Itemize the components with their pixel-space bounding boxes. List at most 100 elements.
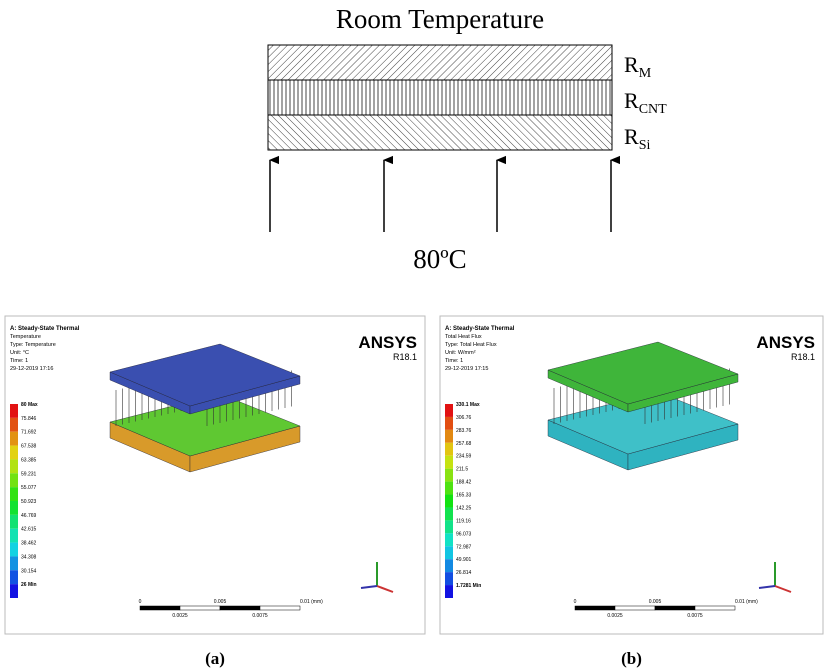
legend-swatch xyxy=(10,556,18,570)
legend-swatch xyxy=(445,520,453,533)
legend-swatch xyxy=(445,533,453,546)
panels: A: Steady-State Thermal Temperature Type: … xyxy=(5,316,823,668)
legend-swatch xyxy=(10,487,18,501)
layer-label: RM xyxy=(624,52,652,81)
scale-segment xyxy=(180,606,220,610)
layer-m xyxy=(268,45,612,80)
layer-label-main: R xyxy=(624,124,639,149)
legend-swatch xyxy=(10,432,18,446)
layer-label-sub: M xyxy=(639,66,652,81)
scale-segment xyxy=(260,606,300,610)
scale-label: 0 xyxy=(139,599,142,605)
legend-swatch xyxy=(445,559,453,572)
legend-label: 26.814 xyxy=(456,570,472,576)
result-panel: A: Steady-State Thermal Temperature Type: … xyxy=(5,316,425,668)
legend-swatch xyxy=(10,543,18,557)
legend-label: 26 Min xyxy=(21,582,37,588)
scale-label: 0.005 xyxy=(214,599,227,605)
legend-label: 234.59 xyxy=(456,454,472,460)
legend-label: 59.231 xyxy=(21,471,37,477)
legend-label: 38.462 xyxy=(21,541,37,547)
analysis-info: Temperature xyxy=(10,334,41,340)
legend-label: 67.538 xyxy=(21,444,37,450)
legend-swatch xyxy=(10,501,18,515)
legend-label: 50.923 xyxy=(21,499,37,505)
analysis-info: Type: Temperature xyxy=(10,342,56,348)
result-panel: A: Steady-State Thermal Total Heat Flux Ty… xyxy=(440,316,823,668)
scale-label: 0.005 xyxy=(649,599,662,605)
legend-label: 211.5 xyxy=(456,467,468,473)
legend-swatch xyxy=(445,443,453,456)
analysis-info: Total Heat Flux xyxy=(445,334,482,340)
legend-swatch xyxy=(445,507,453,520)
scale-segment xyxy=(140,606,180,610)
legend-label: 142.25 xyxy=(456,505,472,511)
scale-label: 0.01 (mm) xyxy=(300,599,323,605)
analysis-info: 29-12-2019 17:15 xyxy=(445,366,488,372)
legend-label: 1.7281 Min xyxy=(456,583,481,589)
analysis-title: A: Steady-State Thermal xyxy=(10,326,80,332)
legend-swatch xyxy=(445,546,453,559)
source-label: 80ºC xyxy=(413,244,466,274)
legend-label: 188.42 xyxy=(456,480,472,486)
layer-label: RSi xyxy=(624,124,650,153)
scale-label: 0.01 (mm) xyxy=(735,599,758,605)
legend-label: 330.1 Max xyxy=(456,402,480,408)
brand: ANSYS xyxy=(358,333,417,352)
version: R18.1 xyxy=(791,352,815,362)
legend-swatch xyxy=(10,404,18,418)
legend-label: 75.846 xyxy=(21,416,37,422)
scale-segment xyxy=(575,606,615,610)
legend-label: 80 Max xyxy=(21,402,38,408)
analysis-title: A: Steady-State Thermal xyxy=(445,326,515,332)
scale-label: 0.0025 xyxy=(172,613,188,619)
scale-label: 0 xyxy=(574,599,577,605)
legend-label: 30.154 xyxy=(21,568,37,574)
analysis-info: Type: Total Heat Flux xyxy=(445,342,497,348)
legend-swatch xyxy=(445,495,453,508)
scale-segment xyxy=(655,606,695,610)
legend-label: 119.16 xyxy=(456,518,471,524)
caption: (b) xyxy=(621,649,642,668)
layer-cnt xyxy=(268,80,612,115)
legend-swatch xyxy=(10,418,18,432)
legend-label: 63.385 xyxy=(21,457,37,463)
legend-label: 165.33 xyxy=(456,493,472,499)
legend-label: 46.769 xyxy=(21,513,37,519)
legend-swatch xyxy=(10,459,18,473)
legend-swatch xyxy=(445,430,453,443)
scale-segment xyxy=(695,606,735,610)
legend-swatch xyxy=(445,404,453,417)
legend-swatch xyxy=(10,570,18,584)
layer-label-main: R xyxy=(624,88,639,113)
analysis-info: 29-12-2019 17:16 xyxy=(10,366,53,372)
page: {"diagram":{"title":"Room Temperature","… xyxy=(0,0,831,672)
legend-label: 55.077 xyxy=(21,485,37,491)
legend-label: 34.308 xyxy=(21,554,37,560)
legend-label: 306.76 xyxy=(456,415,472,421)
legend-swatch xyxy=(445,482,453,495)
legend-swatch xyxy=(10,473,18,487)
legend-swatch xyxy=(445,456,453,469)
legend-swatch xyxy=(10,515,18,529)
arrows xyxy=(270,160,611,232)
scale-segment xyxy=(615,606,655,610)
diagram-title: Room Temperature xyxy=(336,4,544,34)
scale-segment xyxy=(220,606,260,610)
legend-label: 72.987 xyxy=(456,544,472,550)
version: R18.1 xyxy=(393,352,417,362)
scale-label: 0.0075 xyxy=(687,613,703,619)
analysis-info: Time: 1 xyxy=(10,358,28,364)
legend-label: 42.615 xyxy=(21,527,37,533)
scale-label: 0.0025 xyxy=(607,613,623,619)
analysis-info: Unit: W/mm² xyxy=(445,350,476,356)
analysis-info: Unit: °C xyxy=(10,350,29,356)
layer-label: RCNT xyxy=(624,88,667,117)
layer-label-sub: CNT xyxy=(639,102,667,117)
legend-swatch xyxy=(10,584,18,598)
legend-swatch xyxy=(10,446,18,460)
legend-swatch xyxy=(445,585,453,598)
layer-label-main: R xyxy=(624,52,639,77)
legend-label: 49.901 xyxy=(456,557,472,563)
layer-label-sub: Si xyxy=(639,138,651,153)
